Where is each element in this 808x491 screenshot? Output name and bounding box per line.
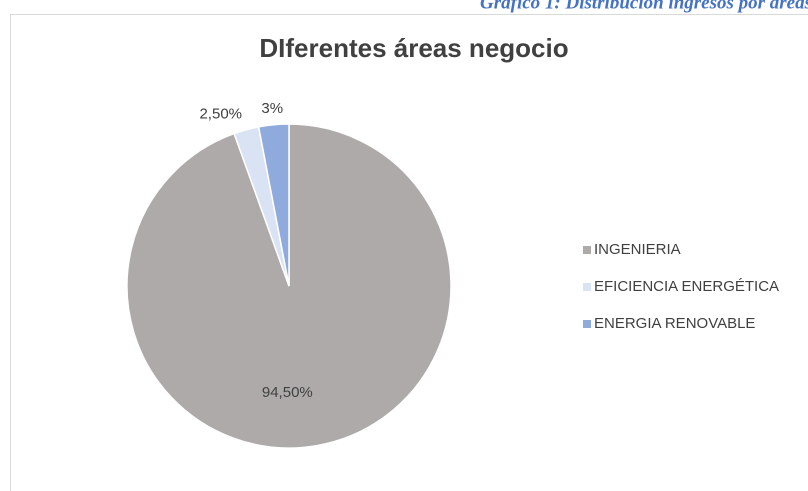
caption: Gráfico 1: Distribución ingresos por áre…	[480, 0, 808, 13]
legend-label: INGENIERIA	[594, 241, 681, 258]
data-label: 94,50%	[262, 384, 313, 401]
data-label: 3%	[261, 100, 283, 117]
pie-slice	[257, 123, 290, 287]
legend-label: ENERGIA RENOVABLE	[594, 315, 755, 332]
legend-swatch	[583, 246, 591, 254]
data-label: 2,50%	[199, 105, 242, 122]
legend-swatch	[583, 283, 591, 291]
legend-swatch	[583, 320, 591, 328]
legend-label: EFICIENCIA ENERGÉTICA	[594, 278, 779, 295]
chart-title: DIferentes áreas negocio	[259, 33, 568, 63]
